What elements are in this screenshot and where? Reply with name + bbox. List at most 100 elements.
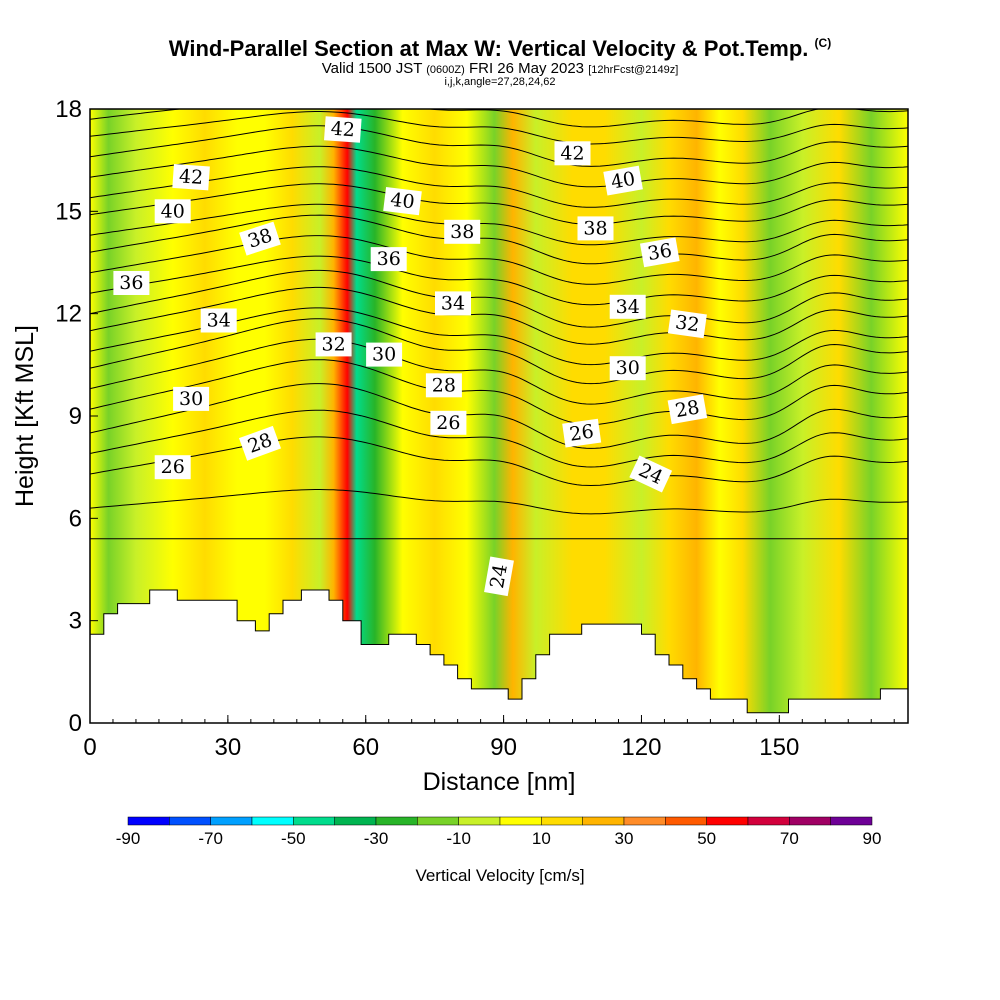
chart-indices: i,j,k,angle=27,28,24,62	[444, 76, 556, 88]
svg-text:26: 26	[436, 412, 460, 434]
svg-text:28: 28	[674, 396, 702, 422]
y-tick-label: 15	[55, 198, 82, 225]
contour-label-13: 34	[435, 291, 471, 316]
contour-label-26: 26	[562, 418, 602, 448]
contour-label-8: 26	[154, 455, 191, 480]
isentrope-40	[90, 166, 908, 208]
svg-text:34: 34	[207, 310, 231, 332]
contour-label-20: 38	[577, 216, 614, 241]
isentrope-38	[90, 203, 908, 246]
contour-label-25: 28	[667, 394, 708, 425]
contour-label-5: 32	[315, 332, 352, 357]
contour-label-21: 36	[639, 237, 680, 268]
isentrope-30	[90, 338, 908, 405]
contour-label-22: 34	[609, 294, 646, 319]
colorbar-tick-label: -10	[446, 829, 471, 848]
colorbar-tick-label: -50	[281, 829, 306, 848]
contour-label-16: 26	[430, 410, 467, 435]
svg-text:42: 42	[560, 142, 584, 164]
colorbar-tick-label: -90	[116, 829, 141, 848]
x-tick-label: 90	[490, 734, 517, 761]
isentrope-25	[90, 489, 908, 515]
colorbar-swatch	[334, 816, 377, 826]
colorbar-swatch	[458, 816, 501, 826]
contour-label-4: 34	[200, 308, 237, 333]
svg-text:40: 40	[609, 168, 637, 194]
svg-text:32: 32	[322, 333, 346, 355]
svg-text:32: 32	[674, 311, 701, 336]
colorbar-swatch	[541, 816, 583, 826]
svg-text:40: 40	[161, 200, 185, 222]
svg-text:36: 36	[646, 239, 674, 265]
colorbar-swatch	[747, 816, 790, 826]
colorbar-tick-label: 50	[697, 829, 716, 848]
colorbar-tick-label: 30	[615, 829, 634, 848]
contour-label-10: 40	[383, 186, 422, 216]
y-tick-label: 12	[55, 301, 82, 328]
colorbar-swatch	[169, 816, 211, 826]
svg-text:34: 34	[616, 296, 640, 318]
colorbar-swatch	[665, 816, 707, 826]
colorbar-tick-label: 90	[863, 829, 882, 848]
svg-text:34: 34	[441, 292, 465, 314]
terrain-mask	[90, 589, 908, 723]
svg-text:42: 42	[178, 165, 204, 189]
colorbar-swatch	[582, 816, 625, 826]
contour-label-23: 32	[667, 309, 707, 339]
y-axis-title: Height [Kft MSL]	[11, 325, 39, 507]
colorbar-swatch	[706, 816, 749, 826]
svg-text:38: 38	[450, 221, 474, 243]
x-axis: 0 30 60 90 120 150	[83, 715, 895, 761]
contour-label-19: 40	[603, 165, 643, 196]
contour-label-15: 28	[425, 373, 462, 398]
svg-text:24: 24	[486, 562, 512, 590]
isentrope-26	[90, 436, 908, 487]
colorbar-label: Vertical Velocity [cm/s]	[415, 866, 584, 885]
contour-label-9: 42	[324, 116, 362, 143]
chart-title: Wind-Parallel Section at Max W: Vertical…	[168, 36, 832, 61]
chart-subtitle: Valid 1500 JST (0600Z) FRI 26 May 2023 […	[321, 60, 679, 77]
colorbar: -90 -70 -50 -30 -10 10 30 50 70 90	[116, 816, 882, 848]
contour-label-3: 36	[113, 271, 150, 295]
colorbar-tick-label: 10	[532, 829, 551, 848]
svg-text:38: 38	[583, 217, 607, 239]
copyright-mark: (C)	[814, 36, 832, 50]
isentrope-group	[90, 109, 908, 540]
contour-label-1: 40	[154, 199, 191, 224]
contour-label-12: 38	[444, 219, 481, 244]
contour-label-24: 30	[609, 356, 646, 381]
y-tick-label: 18	[55, 96, 82, 123]
colorbar-tick-label: -30	[364, 829, 389, 848]
y-tick-label: 9	[69, 403, 82, 430]
contour-label-18: 42	[554, 141, 591, 166]
svg-text:36: 36	[377, 248, 401, 270]
svg-text:30: 30	[616, 357, 640, 379]
colorbar-swatch	[623, 816, 666, 826]
isentrope-39	[90, 183, 908, 225]
isentrope-44	[90, 109, 908, 128]
svg-text:36: 36	[119, 272, 143, 294]
isentrope-42	[90, 125, 908, 167]
colorbar-swatch	[417, 816, 459, 826]
y-tick-label: 3	[69, 608, 82, 635]
svg-text:40: 40	[389, 189, 416, 214]
colorbar-swatch	[830, 816, 873, 826]
isentrope-37	[90, 214, 908, 265]
svg-text:26: 26	[161, 456, 185, 478]
isentrope-43	[90, 111, 908, 145]
isentrope-36	[90, 235, 908, 285]
colorbar-tick-label: -70	[198, 829, 223, 848]
x-tick-label: 0	[83, 734, 96, 761]
isentrope-35	[90, 255, 908, 306]
contour-label-14: 30	[366, 342, 403, 367]
x-tick-label: 60	[352, 734, 379, 761]
contour-label-11: 36	[370, 247, 407, 272]
colorbar-swatch	[210, 816, 253, 826]
x-tick-label: 30	[215, 734, 242, 761]
contour-label-6: 30	[173, 386, 210, 411]
isentrope-33	[90, 286, 908, 345]
x-tick-label: 150	[759, 734, 799, 761]
isentrope-31	[90, 318, 908, 385]
svg-text:26: 26	[568, 421, 595, 446]
